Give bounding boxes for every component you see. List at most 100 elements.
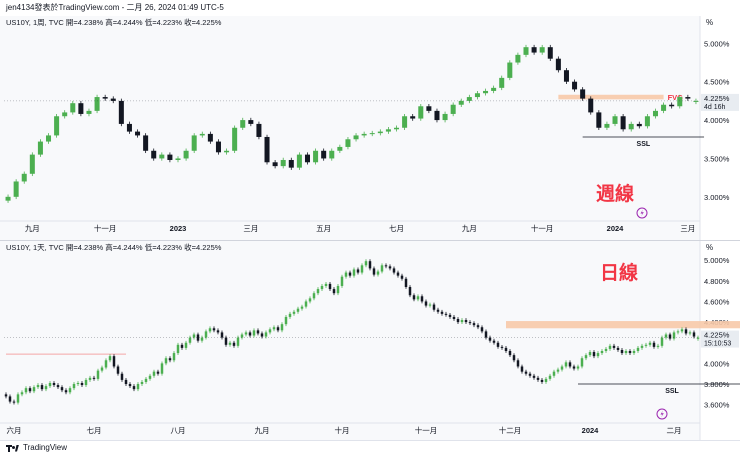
candle-body [312,293,316,299]
lightning-icon[interactable] [656,408,668,420]
candle-body [108,356,112,361]
candle-body [360,265,364,273]
candle-body [547,47,553,59]
plot-background [0,16,700,240]
candle-body [563,70,569,82]
candle-body [676,331,680,333]
percent-label: % [706,243,713,252]
candle-body [110,98,116,101]
candle-body [29,154,35,174]
candle-body [288,159,294,168]
x-tick-label: 七月 [87,426,102,435]
footer-bar: TradingView [0,440,740,455]
candle-body [696,337,700,339]
candle-body [188,337,192,343]
x-tick-label: 2024 [582,426,600,435]
weekly-chart[interactable]: US10Y, 1周, TVC 開=4.238% 高=4.244% 低=4.223… [0,16,740,240]
candle-body [37,141,43,155]
x-tick-label: 五月 [316,224,331,233]
symbol-info: US10Y, 1天, TVC 開=4.238% 高=4.244% 低=4.223… [6,242,222,252]
candle-body [304,301,308,307]
candle-body [46,135,52,142]
candle-body [536,377,540,380]
weekly-chart-panel[interactable]: US10Y, 1周, TVC 開=4.238% 高=4.244% 低=4.223… [0,16,740,240]
candle-body [540,379,544,382]
candle-body [472,323,476,326]
candle-body [620,116,626,130]
x-tick-label: 十一月 [415,425,438,435]
candle-body [612,345,616,348]
candle-body [483,90,489,94]
daily-chart-panel[interactable]: US10Y, 1天, TVC 開=4.238% 高=4.244% 低=4.223… [0,240,740,440]
candle-body [584,355,588,359]
candle-body [248,332,252,336]
candle-body [280,324,284,331]
x-tick-label: 六月 [7,425,22,435]
candle-body [183,150,189,159]
candle-body [140,381,144,385]
candle-body [372,268,376,275]
candle-body [324,283,328,286]
daily-chart[interactable]: US10Y, 1天, TVC 開=4.238% 高=4.244% 低=4.223… [0,241,740,440]
candle-body [260,333,264,337]
x-tick-label: 三月 [243,224,258,233]
tradingview-icon [6,444,20,452]
candle-body [176,344,180,354]
candle-body [256,330,260,334]
candle-body [652,110,658,117]
candle-body [313,150,319,163]
candle-body [208,328,212,332]
candle-body [168,358,172,361]
candle-body [380,265,384,272]
candle-body [70,103,76,113]
candle-body [428,304,432,306]
candle-body [656,345,660,347]
candle-body [8,396,12,402]
candle-body [624,351,628,354]
candle-body [604,123,610,128]
candle-body [388,266,392,269]
price-tag-countdown: 4d 16h [704,104,726,111]
candle-body [348,272,352,276]
candle-body [288,313,292,317]
y-tick-label: 5.000% [704,39,730,48]
candle-body [88,377,92,380]
candle-body [460,320,464,323]
candle-body [20,392,24,395]
candle-body [450,104,456,114]
candle-body [296,308,300,312]
candle-body [552,371,556,376]
candle-body [72,384,76,389]
candle-body [484,331,488,338]
candle-body [588,352,592,356]
candle-body [86,110,92,114]
price-tag-box [701,93,739,111]
candle-body [555,58,561,71]
candle-body [640,345,644,348]
candle-body [76,383,80,385]
candle-body [152,371,156,376]
fvg-label: FVG [668,93,684,102]
y-tick-label: 4.600% [704,297,730,306]
candle-body [420,296,424,302]
candle-body [364,261,368,266]
candle-body [232,342,236,346]
candle-body [685,97,691,99]
candle-body [143,135,149,151]
candle-body [120,373,124,380]
candle-body [491,87,497,91]
candle-body [410,116,416,119]
candle-body [128,384,132,387]
x-tick-label: 十一月 [531,223,554,233]
candle-body [124,379,128,385]
candle-body [668,334,672,339]
candle-body [336,285,340,294]
candle-body [4,394,8,397]
price-tag-countdown: 15:10:53 [704,341,731,348]
x-tick-label: 十月 [335,425,350,435]
candle-body [80,383,84,386]
candle-body [544,378,548,382]
lightning-icon[interactable] [636,207,648,219]
candle-body [648,342,652,345]
tradingview-logo[interactable]: TradingView [6,443,67,452]
